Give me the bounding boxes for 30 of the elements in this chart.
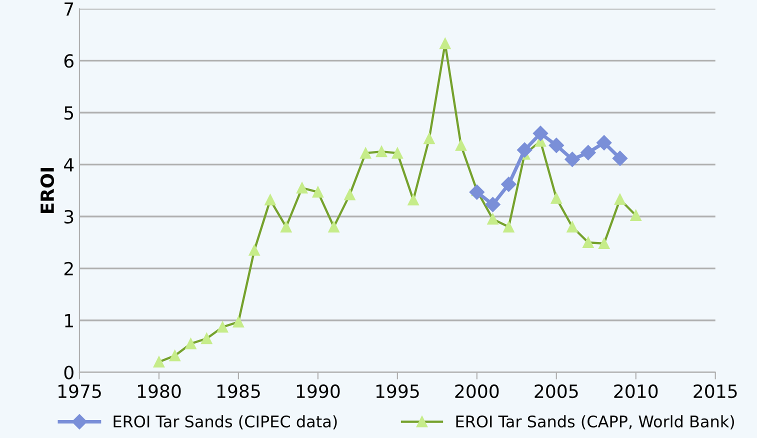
x-tick-label: 1990 — [296, 384, 340, 398]
y-tick-label: 2 — [64, 262, 73, 276]
point — [532, 126, 548, 141]
x-tick-label: 1980 — [138, 384, 181, 398]
point — [485, 196, 500, 212]
point — [580, 145, 596, 160]
y-tick-label: 0 — [64, 366, 74, 380]
y-tick-label: 6 — [64, 54, 74, 68]
x-tick-label: 2005 — [534, 384, 578, 398]
x-tick-label: 2010 — [614, 384, 658, 398]
y-tick-label: 4 — [64, 158, 74, 172]
point — [469, 184, 484, 200]
legend-label: EROI Tar Sands (CAPP, World Bank) — [456, 415, 734, 430]
x-tick-label: 1975 — [58, 384, 101, 398]
y-tick-label: 3 — [64, 210, 74, 224]
x-tick-label: 2015 — [694, 384, 737, 398]
y-tick-label: 5 — [64, 106, 74, 120]
x-tick-label: 1985 — [217, 384, 260, 398]
x-tick-label: 2000 — [455, 384, 499, 398]
y-tick-label: 7 — [64, 2, 74, 16]
point — [517, 142, 532, 158]
point — [596, 135, 612, 150]
y-tick-label: 1 — [65, 314, 73, 328]
point — [548, 138, 564, 153]
point — [564, 152, 580, 167]
legend-label: EROI Tar Sands (CIPEC data) — [114, 415, 337, 430]
x-tick-label: 1995 — [376, 384, 419, 398]
point — [612, 150, 628, 166]
point — [501, 176, 516, 192]
y-axis-title: EROI — [40, 168, 54, 214]
